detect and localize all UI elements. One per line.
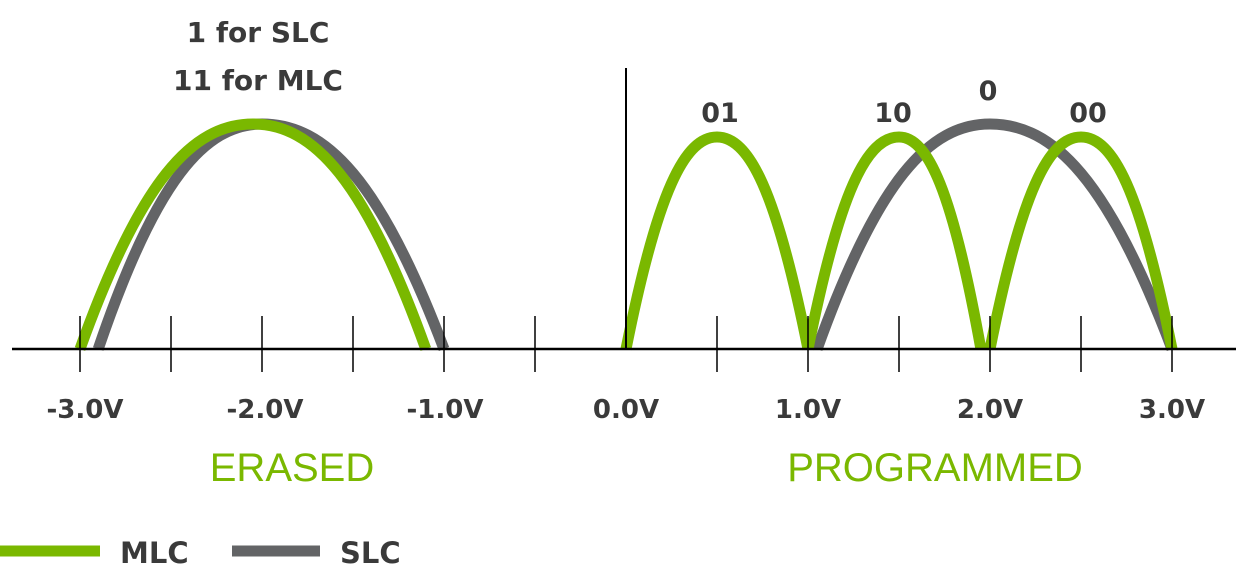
distribution-curve [802,131,987,351]
tick-label: -2.0V [227,395,304,425]
legend: MLC SLC [0,536,401,570]
state-label-01: 01 [701,98,739,129]
distribution-curve [74,118,431,351]
tick-label: -1.0V [407,395,484,425]
legend-slc-label: SLC [340,536,401,570]
distribution-curve [92,118,450,351]
tick-label: 1.0V [775,395,841,425]
state-label-10: 10 [874,98,912,129]
erased-state-label-mlc: 11 for MLC [173,64,343,97]
programmed-region-label: PROGRAMMED [787,446,1083,490]
tick-labels: -3.0V -2.0V -1.0V 0.0V 1.0V 2.0V 3.0V [47,395,1206,425]
tick-label: 2.0V [957,395,1023,425]
legend-mlc-label: MLC [120,536,189,570]
distribution-curve [811,118,1178,351]
state-label-00: 00 [1069,98,1107,129]
axis-ticks [79,316,1173,372]
tick-label: -3.0V [47,395,124,425]
state-label-0: 0 [979,76,998,107]
erased-state-label-slc: 1 for SLC [187,16,330,49]
distribution-curve [984,131,1178,351]
mlc-curves [74,118,1178,351]
tick-label: 0.0V [593,395,659,425]
erased-region-label: ERASED [210,446,375,490]
distribution-curve [620,131,814,351]
tick-label: 3.0V [1139,395,1205,425]
